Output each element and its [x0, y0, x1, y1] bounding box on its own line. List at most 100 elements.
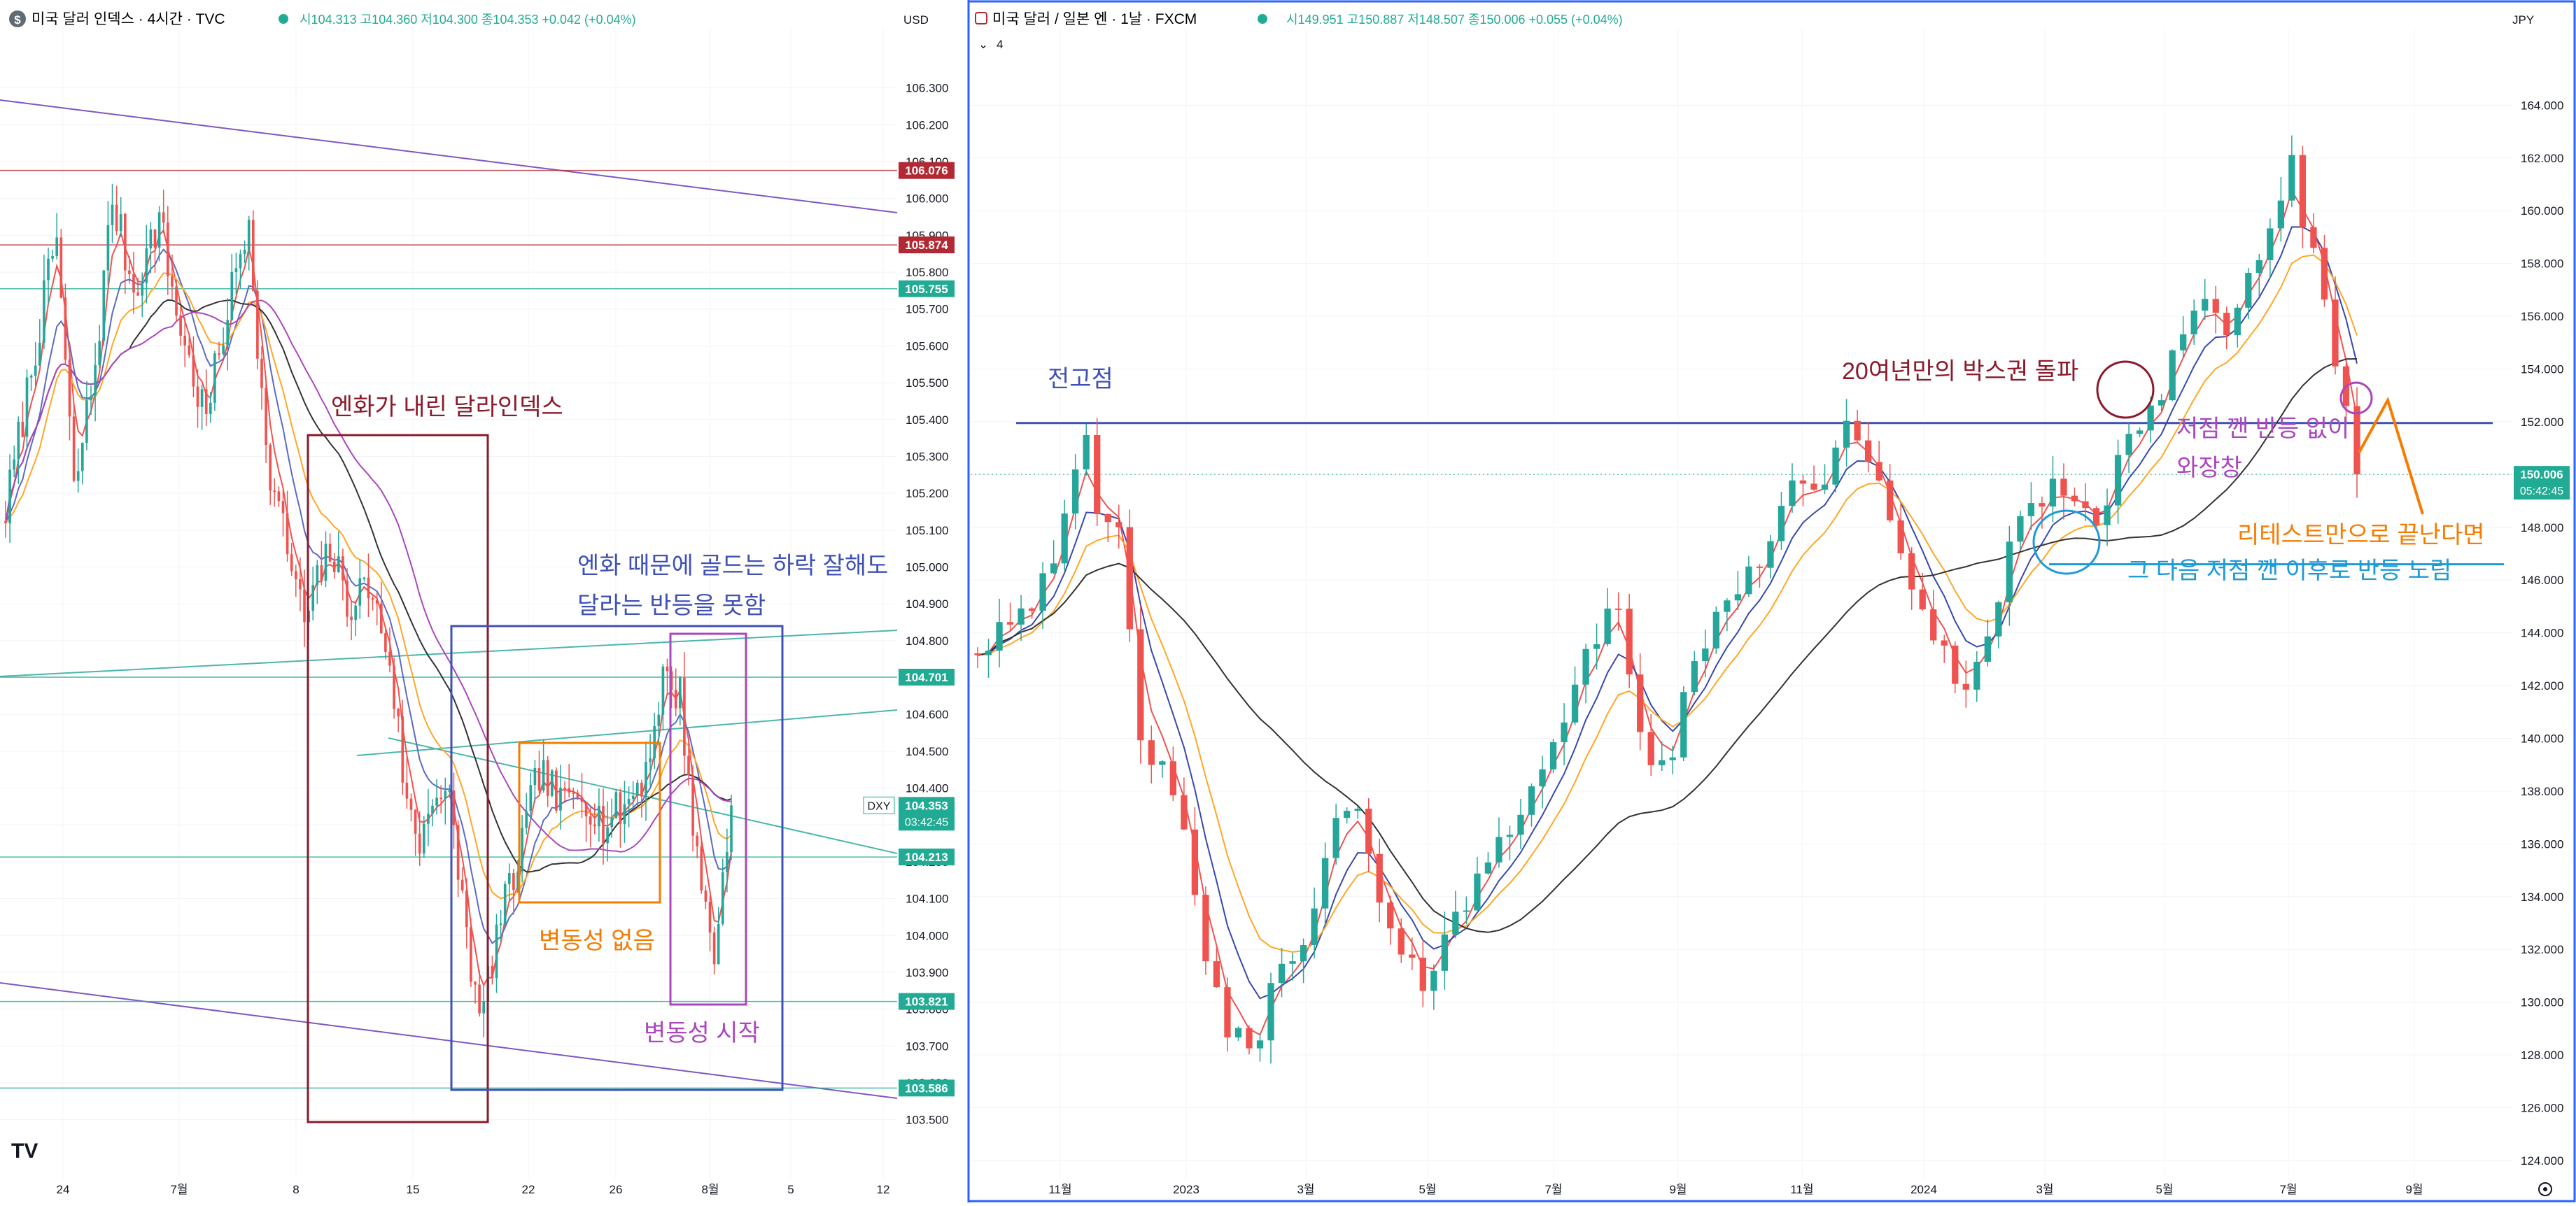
right-price-axis[interactable]: 164.000 162.000 160.000 158.000 156.000 154.0…	[2521, 99, 2563, 1168]
lower-trendline	[0, 982, 898, 1099]
right-symbol-title[interactable]: 미국 달러 / 일본 엔 · 1날 · FXCM	[992, 11, 1197, 27]
candle-body	[277, 491, 281, 502]
y-tick-label: 140.000	[2521, 732, 2563, 745]
candle-body	[1615, 608, 1622, 610]
candle-body	[687, 755, 690, 775]
candle-body	[610, 818, 614, 828]
tradingview-logo-icon[interactable]: TV	[11, 1140, 38, 1163]
left-price-badges: 106.076 105.874 105.755 104.701 104.213 103.8…	[863, 162, 955, 1097]
candle-body	[635, 782, 639, 796]
x-tick-label: 8월	[701, 1183, 719, 1196]
candle-body	[499, 923, 502, 925]
chevron-down-icon[interactable]: ⌄	[978, 38, 988, 51]
candle-body	[1724, 600, 1731, 612]
candle-body	[550, 770, 554, 796]
y-tick-label: 104.800	[906, 634, 948, 648]
candle-body	[111, 204, 114, 225]
y-tick-label: 105.300	[906, 450, 948, 463]
retest-circle	[2339, 381, 2373, 415]
left-symbol-title[interactable]: 미국 달러 인덱스 · 4시간 · TVC	[31, 11, 225, 27]
candle-body	[239, 254, 242, 269]
candle-body	[1202, 895, 1209, 962]
y-tick-label: 105.400	[906, 413, 948, 427]
candle-body	[346, 580, 349, 617]
right-currency-label[interactable]: JPY	[2512, 13, 2534, 27]
x-tick-label: 22	[522, 1183, 535, 1196]
x-tick-label: 24	[57, 1183, 70, 1196]
x-tick-label: 3월	[2036, 1183, 2053, 1196]
candle-body	[209, 402, 212, 414]
annotation-no-rebound: 저점 깬 반등 없이	[2176, 416, 2349, 442]
candle-body	[2027, 503, 2035, 516]
candle-body	[1875, 462, 1882, 481]
candle-body	[384, 633, 387, 652]
candle-body	[286, 513, 289, 555]
candle-body	[640, 782, 643, 797]
candle-body	[674, 690, 677, 709]
candle-body	[17, 421, 20, 460]
candle-body	[1321, 858, 1329, 909]
candle-body	[542, 760, 545, 790]
candle-body	[34, 365, 37, 376]
candle-body	[320, 565, 323, 581]
indicator-count[interactable]: 4	[997, 38, 1003, 51]
candle-body	[354, 605, 358, 620]
candle-body	[2017, 516, 2024, 542]
candle-body	[503, 884, 507, 924]
y-tick-label: 156.000	[2521, 310, 2563, 323]
y-tick-label: 104.600	[906, 708, 948, 721]
candle-body	[2082, 501, 2089, 509]
candle-body	[2071, 495, 2078, 502]
candle-body	[691, 774, 694, 836]
right-time-axis[interactable]: 11월 2023 3월 5월 7월 9월 11월 2024 3월 5월 7월 9월	[1048, 1183, 2423, 1196]
candle-body	[192, 355, 195, 387]
candle-body	[1810, 483, 1817, 490]
price-badge	[899, 849, 955, 866]
candle-body	[2267, 228, 2274, 260]
left-legend: $ 미국 달러 인덱스 · 4시간 · TVC 시104.313 고104.36…	[9, 10, 929, 27]
candle-body	[559, 788, 562, 811]
candle-body	[572, 793, 575, 795]
candle-body	[405, 782, 409, 799]
candle-body	[414, 809, 417, 834]
candle-body	[332, 561, 336, 572]
x-tick-label: 7월	[1544, 1183, 1562, 1196]
candle-body	[299, 579, 302, 590]
left-currency-label[interactable]: USD	[903, 13, 929, 27]
candle-body	[243, 249, 246, 255]
candle-body	[226, 320, 230, 346]
y-tick-label: 106.300	[906, 82, 948, 95]
candle-body	[222, 345, 225, 354]
candle-body	[324, 544, 328, 581]
candle-body	[1409, 954, 1416, 958]
candle-body	[465, 890, 468, 928]
left-annotations: 엔화가 내린 달라인덱스 엔화 때문에 골드는 하락 잘해도 달라는 반등을 못…	[331, 394, 888, 1047]
candle-body	[696, 835, 699, 847]
candle-body	[1430, 970, 1437, 991]
y-tick-label: 104.900	[906, 597, 948, 611]
candle-body	[265, 388, 267, 446]
last-price-text: 104.353	[905, 799, 948, 812]
candle-body	[1549, 742, 1557, 769]
candle-body	[2136, 430, 2144, 434]
candle-body	[546, 760, 549, 796]
candle-body	[1452, 911, 1459, 935]
y-tick-label: 158.000	[2521, 257, 2563, 271]
candle-body	[649, 758, 652, 762]
candle-body	[358, 578, 362, 606]
x-tick-label: 11월	[1048, 1183, 1071, 1196]
y-tick-label: 146.000	[2521, 574, 2563, 587]
y-tick-label: 105.700	[906, 303, 948, 316]
candle-body	[350, 616, 353, 620]
settings-gear-icon[interactable]	[2538, 1182, 2552, 1196]
left-ohlc-values: 시104.313 고104.360 저104.300 종104.353 +0.0…	[300, 13, 636, 27]
right-price-badges: 150.006 05:42:45	[2514, 466, 2570, 500]
candle-body	[1571, 684, 1579, 723]
left-time-axis[interactable]: 24 7월 8 15 22 26 8월 5 12	[57, 1183, 890, 1196]
candle-body	[342, 556, 344, 581]
candle-body	[43, 280, 45, 343]
y-tick-label: 162.000	[2521, 152, 2563, 165]
candle-body	[1006, 622, 1014, 625]
candle-body	[166, 222, 169, 277]
candle-body	[213, 353, 216, 403]
